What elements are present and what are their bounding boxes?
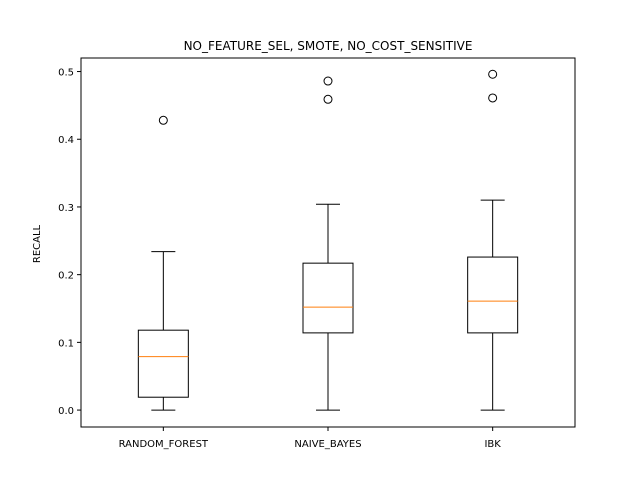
y-tick-label: 0.0 bbox=[58, 406, 74, 417]
box bbox=[137, 329, 189, 398]
box bbox=[467, 256, 519, 334]
y-tick-label: 0.2 bbox=[58, 271, 74, 282]
x-tick-label: RANDOM_FOREST bbox=[119, 439, 209, 450]
outlier-point bbox=[323, 76, 333, 86]
y-tick-label: 0.1 bbox=[58, 338, 74, 349]
outlier-point bbox=[323, 94, 333, 104]
plot-area: 0.0 0.1 0.2 0.3 0.4 0.5 RANDOM_FOREST NAIVE_BAY… bbox=[58, 68, 519, 450]
x-tick-label: IBK bbox=[484, 439, 501, 450]
chart-title: NO_FEATURE_SEL, SMOTE, NO_COST_SENSITIVE bbox=[184, 39, 473, 53]
axes-frame bbox=[80, 57, 576, 428]
y-tick-label: 0.3 bbox=[58, 203, 74, 214]
y-tick-label: 0.4 bbox=[58, 135, 74, 146]
outlier-point bbox=[158, 115, 168, 125]
outlier-point bbox=[488, 93, 498, 103]
y-axis-label: RECALL bbox=[32, 224, 43, 263]
box bbox=[302, 262, 354, 334]
y-tick-label: 0.5 bbox=[58, 68, 74, 79]
outlier-point bbox=[488, 69, 498, 79]
x-tick-label: NAIVE_BAYES bbox=[294, 439, 361, 450]
